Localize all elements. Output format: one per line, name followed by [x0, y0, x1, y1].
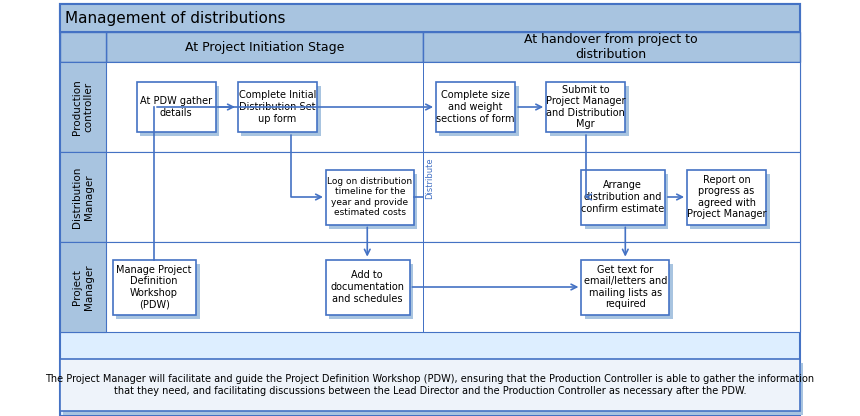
FancyBboxPatch shape [60, 242, 106, 332]
FancyBboxPatch shape [60, 359, 800, 411]
Text: Arrange
distribution and
confirm estimate: Arrange distribution and confirm estimat… [581, 181, 664, 213]
FancyBboxPatch shape [423, 32, 424, 332]
FancyBboxPatch shape [326, 169, 414, 225]
FancyBboxPatch shape [585, 173, 668, 228]
FancyBboxPatch shape [691, 173, 770, 228]
Text: At PDW gather
details: At PDW gather details [140, 96, 212, 118]
FancyBboxPatch shape [585, 263, 673, 319]
FancyBboxPatch shape [116, 263, 200, 319]
Text: At handover from project to
distribution: At handover from project to distribution [525, 33, 698, 61]
Text: Log on distribution
timeline for the
year and provide
estimated costs: Log on distribution timeline for the yea… [328, 177, 413, 217]
FancyBboxPatch shape [60, 4, 800, 32]
Text: Complete size
and weight
sections of form: Complete size and weight sections of for… [436, 90, 515, 124]
FancyBboxPatch shape [64, 363, 803, 415]
FancyBboxPatch shape [238, 82, 317, 132]
Text: Distribution
Manager: Distribution Manager [72, 166, 94, 228]
FancyBboxPatch shape [60, 152, 106, 242]
Text: Project
Manager: Project Manager [72, 264, 94, 310]
FancyBboxPatch shape [329, 263, 413, 319]
Text: Management of distributions: Management of distributions [65, 10, 286, 25]
Text: The Project Manager will facilitate and guide the Project Definition Workshop (P: The Project Manager will facilitate and … [46, 374, 814, 396]
FancyBboxPatch shape [60, 152, 800, 242]
FancyBboxPatch shape [581, 169, 665, 225]
FancyBboxPatch shape [60, 242, 800, 332]
FancyBboxPatch shape [60, 62, 800, 152]
Text: Distribute: Distribute [426, 157, 434, 198]
FancyBboxPatch shape [106, 32, 423, 62]
Text: Complete Initial
Distribution Set
up form: Complete Initial Distribution Set up for… [239, 90, 316, 124]
FancyBboxPatch shape [436, 82, 515, 132]
Text: At Project Initiation Stage: At Project Initiation Stage [185, 40, 344, 54]
FancyBboxPatch shape [137, 82, 216, 132]
FancyBboxPatch shape [423, 32, 800, 62]
FancyBboxPatch shape [581, 260, 669, 314]
Text: Manage Project
Definition
Workshop
(PDW): Manage Project Definition Workshop (PDW) [116, 265, 192, 310]
FancyBboxPatch shape [329, 173, 417, 228]
FancyBboxPatch shape [439, 86, 519, 136]
FancyBboxPatch shape [60, 4, 800, 416]
FancyBboxPatch shape [326, 260, 409, 314]
FancyBboxPatch shape [546, 82, 625, 132]
FancyBboxPatch shape [60, 32, 106, 62]
FancyBboxPatch shape [113, 260, 196, 314]
Text: Submit to
Project Manager
and Distribution
Mgr: Submit to Project Manager and Distributi… [546, 84, 625, 129]
FancyBboxPatch shape [140, 86, 219, 136]
Text: Report on
progress as
agreed with
Project Manager: Report on progress as agreed with Projec… [687, 175, 766, 219]
FancyBboxPatch shape [60, 62, 106, 152]
FancyBboxPatch shape [687, 169, 766, 225]
FancyBboxPatch shape [242, 86, 321, 136]
FancyBboxPatch shape [550, 86, 629, 136]
Text: Get text for
email/letters and
mailing lists as
required: Get text for email/letters and mailing l… [584, 265, 667, 310]
Text: Production
controller: Production controller [72, 79, 94, 135]
Text: Add to
documentation
and schedules: Add to documentation and schedules [330, 270, 404, 304]
